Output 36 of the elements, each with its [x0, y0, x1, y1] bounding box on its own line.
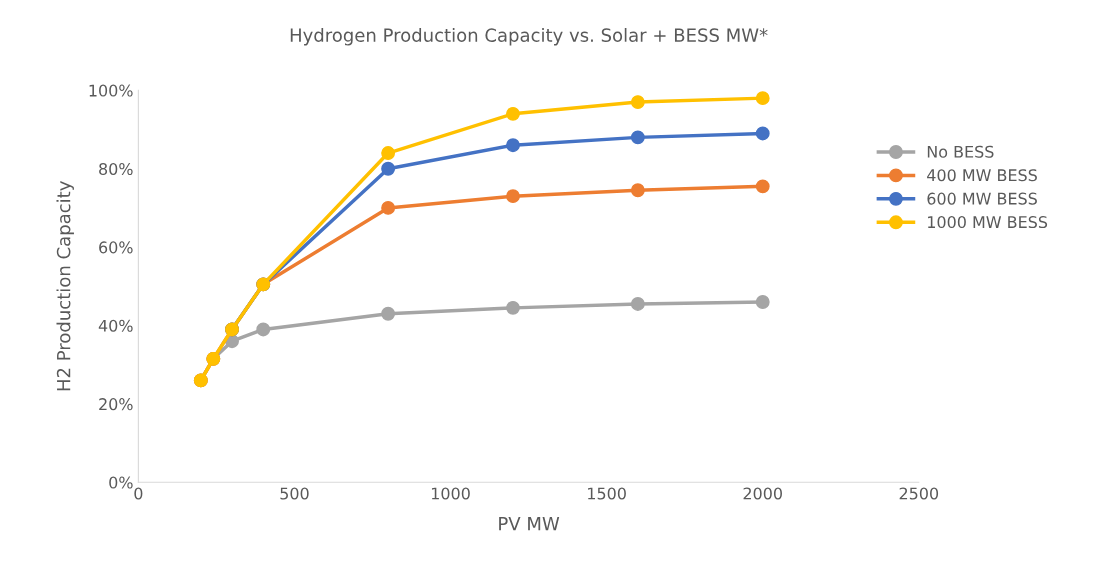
y-tick-label: 40% [98, 319, 133, 332]
point [630, 95, 645, 110]
legend-label: No BESS [927, 145, 994, 158]
point [506, 106, 520, 121]
x-axis-title: PV MW [499, 517, 560, 531]
y-tick-label: 20% [99, 398, 133, 411]
point [381, 306, 396, 321]
x-tick-label: 2000 [743, 487, 782, 500]
point [381, 161, 396, 176]
x-tick-label: 1500 [588, 487, 626, 500]
point [755, 179, 770, 194]
point [506, 300, 520, 315]
point [381, 146, 396, 160]
legend-label: 1000 MW BESS [928, 216, 1048, 229]
x-tick-label: 2500 [899, 487, 939, 500]
x-tick-label: 500 [280, 487, 309, 500]
point [755, 295, 770, 309]
point [630, 183, 645, 198]
point [630, 130, 645, 145]
x-tick-label: 1000 [431, 487, 470, 500]
point [506, 138, 520, 153]
point [630, 297, 645, 311]
y-tick-label: 80% [99, 162, 133, 176]
point [256, 322, 271, 337]
legend-label: 400 MW BESS [927, 169, 1037, 182]
point [755, 126, 770, 141]
legend-label: 600 MW BESS [927, 192, 1037, 205]
y-tick-label: 100% [89, 84, 133, 97]
point [381, 200, 396, 215]
point [506, 189, 520, 204]
y-axis-title: H2 Production Capacity [56, 181, 74, 391]
point [755, 91, 770, 106]
y-tick-label: 0% [109, 476, 133, 489]
x-tick-label: 0 [134, 487, 143, 500]
y-tick-label: 60% [99, 241, 133, 254]
chart-title: Hydrogen Production Capacity vs. Solar + BESS MW* [290, 27, 768, 46]
